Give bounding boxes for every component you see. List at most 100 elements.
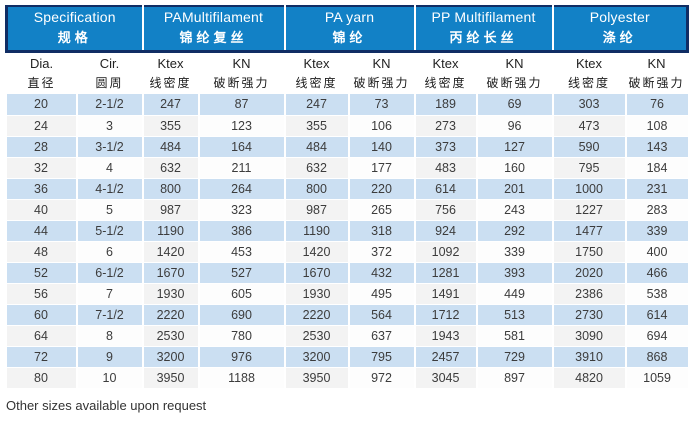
cell: 976 <box>198 346 286 368</box>
cell: 4 <box>76 157 144 179</box>
cell: 355 <box>284 115 350 137</box>
group-header-pp-multifilament: PP Multifilament 丙纶长丝 <box>414 5 554 53</box>
cell: 7 <box>76 283 144 305</box>
cell: 106 <box>348 115 416 137</box>
cell: 247 <box>142 94 200 116</box>
cell: 2220 <box>284 304 350 326</box>
cell: 292 <box>476 220 554 242</box>
cell: 2220 <box>142 304 200 326</box>
cell: 987 <box>284 199 350 221</box>
cell: 453 <box>198 241 286 263</box>
column-header-ktex: Ktex 线密度 <box>552 51 626 94</box>
cell: 780 <box>198 325 286 347</box>
cell: 4-1/2 <box>76 178 144 200</box>
cell: 868 <box>625 346 688 368</box>
cell: 8 <box>76 325 144 347</box>
cell: 5 <box>76 199 144 221</box>
cell: 283 <box>625 199 688 221</box>
cell: 3090 <box>552 325 627 347</box>
cell: 243 <box>476 199 554 221</box>
cell: 108 <box>625 115 688 137</box>
cell: 247 <box>284 94 350 116</box>
cell: 897 <box>476 367 554 389</box>
cell: 1190 <box>142 220 200 242</box>
cell: 473 <box>552 115 627 137</box>
cell: 164 <box>198 136 286 158</box>
cell: 323 <box>198 199 286 221</box>
table-row: 24 3 355 123 355 106 273 96 473 108 <box>6 115 688 137</box>
cell: 7-1/2 <box>76 304 144 326</box>
cell: 393 <box>476 262 554 284</box>
cell: 694 <box>625 325 688 347</box>
cell: 3910 <box>552 346 627 368</box>
cell: 201 <box>476 178 554 200</box>
column-header-kn: KN 破断强力 <box>348 51 415 94</box>
cell: 432 <box>348 262 416 284</box>
cell: 339 <box>476 241 554 263</box>
group-label-en: PP Multifilament <box>431 9 536 26</box>
cell: 48 <box>6 241 78 263</box>
table-row: 40 5 987 323 987 265 756 243 1227 283 <box>6 199 688 221</box>
cell: 3950 <box>142 367 200 389</box>
table-row: 36 4-1/2 800 264 800 220 614 201 1000 231 <box>6 178 688 200</box>
table-row: 80 10 3950 1188 3950 972 3045 897 4820 1059 <box>6 367 688 389</box>
cell: 2-1/2 <box>76 94 144 116</box>
cell: 20 <box>6 94 78 116</box>
cell: 96 <box>476 115 554 137</box>
cell: 9 <box>76 346 144 368</box>
cell: 729 <box>476 346 554 368</box>
cell: 2457 <box>414 346 478 368</box>
cell: 756 <box>414 199 478 221</box>
cell: 5-1/2 <box>76 220 144 242</box>
group-label-en: PA yarn <box>324 9 375 26</box>
cell: 527 <box>198 262 286 284</box>
group-label-zh: 规格 <box>57 30 92 46</box>
cell: 581 <box>476 325 554 347</box>
group-header-polyester: Polyester 涤纶 <box>552 5 690 53</box>
cell: 80 <box>6 367 78 389</box>
cell: 484 <box>284 136 350 158</box>
cell: 60 <box>6 304 78 326</box>
group-label-en: Polyester <box>589 9 650 26</box>
table-row: 72 9 3200 976 3200 795 2457 729 3910 868 <box>6 346 688 368</box>
table-row: 60 7-1/2 2220 690 2220 564 1712 513 2730 614 <box>6 304 688 326</box>
cell: 36 <box>6 178 78 200</box>
cell: 189 <box>414 94 478 116</box>
cell: 184 <box>625 157 688 179</box>
cell: 1092 <box>414 241 478 263</box>
cell: 10 <box>76 367 144 389</box>
cell: 177 <box>348 157 416 179</box>
cell: 1000 <box>552 178 627 200</box>
column-header-ktex: Ktex 线密度 <box>142 51 199 94</box>
cell: 143 <box>625 136 688 158</box>
cell: 3 <box>76 115 144 137</box>
cell: 614 <box>625 304 688 326</box>
cell: 1930 <box>142 283 200 305</box>
column-header-row: Dia. 直径 Cir. 圆周 Ktex 线密度 KN 破断强力 Ktex <box>6 51 688 94</box>
group-header-pa-yarn: PA yarn 锦纶 <box>284 5 416 53</box>
cell: 355 <box>142 115 200 137</box>
cell: 690 <box>198 304 286 326</box>
cell: 2020 <box>552 262 627 284</box>
cell: 3-1/2 <box>76 136 144 158</box>
group-header-pa-multifilament: PAMultifilament 锦纶复丝 <box>142 5 286 53</box>
cell: 513 <box>476 304 554 326</box>
cell: 1670 <box>284 262 350 284</box>
column-header-kn: KN 破断强力 <box>198 51 285 94</box>
cell: 3200 <box>284 346 350 368</box>
cell: 614 <box>414 178 478 200</box>
cell: 318 <box>348 220 416 242</box>
column-header-ktex: Ktex 线密度 <box>284 51 349 94</box>
cell: 3950 <box>284 367 350 389</box>
group-label-en: PAMultifilament <box>163 9 264 26</box>
cell: 2530 <box>142 325 200 347</box>
cell: 265 <box>348 199 416 221</box>
cell: 386 <box>198 220 286 242</box>
cell: 400 <box>625 241 688 263</box>
cell: 72 <box>6 346 78 368</box>
cell: 538 <box>625 283 688 305</box>
cell: 1420 <box>284 241 350 263</box>
table-row: 64 8 2530 780 2530 637 1943 581 3090 694 <box>6 325 688 347</box>
column-header-dia: Dia. 直径 <box>6 51 77 94</box>
cell: 800 <box>142 178 200 200</box>
